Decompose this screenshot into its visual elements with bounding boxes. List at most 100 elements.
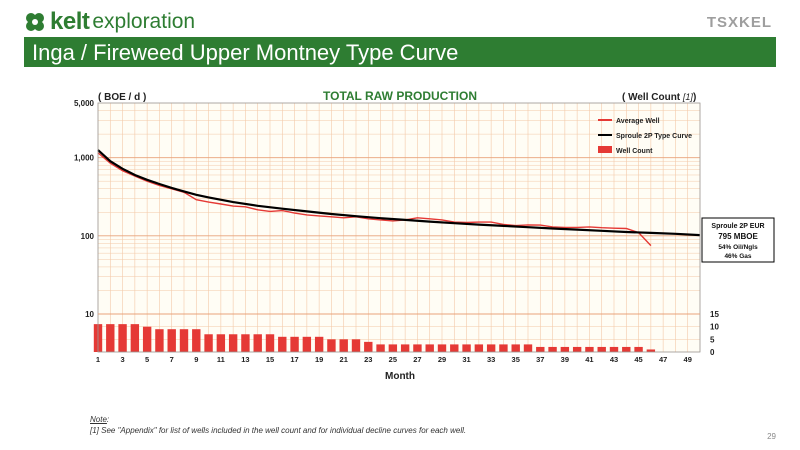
x-tick-label: 47 [659, 355, 667, 364]
well-count-bar [413, 344, 422, 352]
page-number: 29 [767, 432, 776, 441]
well-count-bar [278, 336, 287, 352]
y-tick-label: 5,000 [74, 99, 95, 108]
x-tick-label: 25 [389, 355, 397, 364]
well-count-bar [462, 344, 471, 352]
eur-gas: 46% Gas [724, 253, 751, 260]
y2-tick-label: 10 [710, 323, 719, 332]
well-count-bar [450, 344, 459, 352]
eur-annotation: Sproule 2P EUR 795 MBOE 54% Oil/Ngls 46%… [701, 217, 775, 263]
series-lines [97, 149, 701, 247]
well-count-bar [314, 336, 324, 352]
plot-border [97, 102, 701, 353]
x-tick-label: 37 [536, 355, 544, 364]
legend-average-well: Average Well [616, 118, 660, 125]
x-tick-label: 7 [170, 355, 174, 364]
tsx-logo: TSXKEL [706, 14, 772, 31]
well-count-bar [585, 346, 594, 352]
plot-area [98, 103, 700, 314]
well-count-bar [536, 346, 545, 352]
well-count-bar [327, 339, 336, 352]
well-count-bar [106, 324, 115, 352]
note-text: [1] See "Appendix" for list of wells inc… [90, 426, 467, 435]
well-count-bar [118, 324, 127, 352]
eur-title: Sproule 2P EUR [711, 223, 764, 230]
x-tick-label: 35 [512, 355, 520, 364]
well-count-bar [634, 346, 643, 352]
kelt-clover-icon [26, 13, 44, 31]
footnote: Note: [1] See "Appendix" for list of wel… [90, 415, 467, 435]
x-tick-label: 13 [241, 355, 249, 364]
x-tick-label: 27 [413, 355, 421, 364]
x-tick-label: 49 [684, 355, 692, 364]
well-count-bar [290, 336, 299, 352]
logo-brand: kelt [50, 8, 90, 35]
x-tick-label: 17 [290, 355, 298, 364]
well-count-bar [142, 326, 152, 352]
legend-swatch-well-count [598, 146, 612, 153]
x-tick-label: 5 [145, 355, 149, 364]
well-count-bar [339, 339, 348, 352]
title-bar: Inga / Fireweed Upper Montney Type Curve [24, 37, 776, 67]
well-count-bar [265, 334, 275, 352]
type-curve-line [97, 149, 701, 237]
well-count-bar [400, 344, 410, 352]
well-count-bar [364, 341, 373, 352]
well-count-bar [609, 346, 619, 352]
x-tick-label: 15 [266, 355, 274, 364]
well-count-bar [597, 346, 606, 352]
well-count-bar [192, 329, 201, 352]
x-tick-label: 29 [438, 355, 446, 364]
well-count-bar [204, 334, 213, 352]
x-tick-label: 1 [96, 355, 100, 364]
y2-tick-label: 15 [710, 310, 719, 319]
average-well-line [97, 152, 652, 247]
well-count-bar [560, 346, 570, 352]
y2-tick-label: 0 [710, 348, 715, 357]
kelt-logo: kelt exploration [24, 8, 195, 36]
y-tick-label: 10 [85, 310, 94, 319]
well-count-bar [253, 334, 262, 352]
x-tick-label: 3 [120, 355, 124, 364]
well-count-bar [523, 344, 533, 352]
well-count-bar [167, 329, 176, 352]
chart-title: TOTAL RAW PRODUCTION [323, 89, 477, 103]
x-tick-label: 9 [194, 355, 198, 364]
well-count-bar [425, 344, 434, 352]
y-tick-label: 1,000 [74, 154, 95, 163]
x-tick-label: 43 [610, 355, 618, 364]
page-title: Inga / Fireweed Upper Montney Type Curve [32, 40, 459, 65]
well-count-bar [499, 344, 508, 352]
y2-tick-label: 5 [710, 335, 715, 344]
x-tick-label: 21 [340, 355, 348, 364]
eur-oil: 54% Oil/Ngls [718, 244, 758, 251]
x-tick-label: 41 [585, 355, 593, 364]
eur-box [701, 217, 775, 263]
well-count-bar [179, 329, 189, 352]
legend: Average Well Sproule 2P Type Curve Well … [598, 118, 692, 155]
well-count-bar [622, 346, 631, 352]
well-count-bar [646, 349, 656, 352]
y-axis-label: ( BOE / d ) [98, 92, 146, 103]
well-count-bar [548, 346, 557, 352]
well-count-bar [302, 336, 312, 352]
legend-type-curve: Sproule 2P Type Curve [616, 133, 692, 140]
y2-axis-label: ( Well Count [1]) [622, 92, 696, 103]
well-count-bar [572, 346, 582, 352]
x-tick-label: 23 [364, 355, 372, 364]
logo-sub: exploration [92, 10, 196, 33]
well-count-bar [376, 344, 385, 352]
well-count-bar [437, 344, 447, 352]
well-count-bar [474, 344, 484, 352]
well-count-bar [511, 344, 520, 352]
x-axis-label: Month [385, 371, 415, 382]
lower-plot-area [98, 314, 700, 352]
well-count-bar [486, 344, 496, 352]
well-count-bar [216, 334, 226, 352]
well-count-bar [351, 339, 361, 352]
well-count-bar [130, 324, 140, 352]
x-tick-label: 33 [487, 355, 495, 364]
x-tick-label: 19 [315, 355, 323, 364]
x-tick-label: 45 [634, 355, 642, 364]
note-heading: Note [90, 415, 107, 424]
